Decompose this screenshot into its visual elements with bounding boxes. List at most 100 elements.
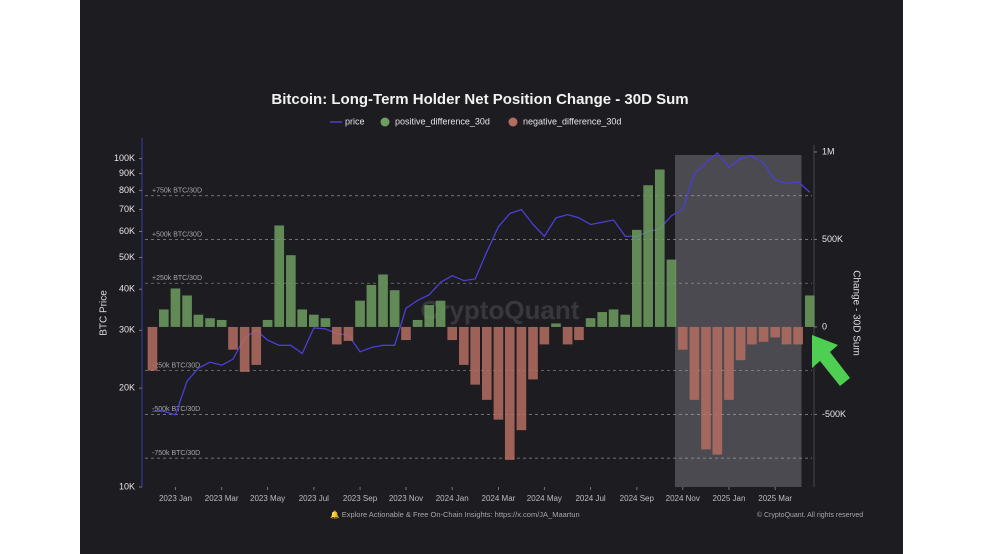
legend-marker: [380, 117, 390, 127]
bar: [205, 318, 215, 327]
bar: [574, 326, 584, 341]
bar: [528, 326, 538, 380]
reference-label: +500k BTC/30D: [152, 231, 202, 238]
bar: [631, 229, 642, 327]
y2-axis-title: Change - 30D Sum: [850, 270, 861, 356]
x-tick-label: 2023 Nov: [389, 494, 423, 503]
x-tick-label: 2024 Sep: [620, 494, 655, 503]
bar: [770, 326, 781, 338]
bar: [389, 290, 400, 327]
reference-label: -500k BTC/30D: [152, 406, 200, 413]
bar: [297, 309, 308, 327]
bar: [724, 326, 734, 400]
x-tick-label: 2024 May: [527, 494, 562, 503]
bar: [286, 255, 296, 327]
bar: [597, 312, 608, 327]
x-tick-label: 2025 Mar: [758, 494, 792, 503]
arrow: [812, 335, 850, 386]
reference-label: +250k BTC/30D: [152, 275, 202, 282]
reference-label: +750k BTC/30D: [152, 188, 202, 195]
bar: [401, 326, 411, 341]
footer-link: 🔔 Explore Actionable & Free On-Chain Ins…: [330, 510, 579, 519]
legend-marker: [508, 117, 518, 127]
bar: [712, 326, 723, 455]
legend-label: positive_difference_30d: [395, 116, 490, 126]
x-tick-label: 2024 Nov: [666, 494, 700, 503]
y-tick-label: 10K: [119, 481, 135, 491]
legend-label: price: [345, 116, 365, 126]
x-tick-label: 2024 Mar: [482, 494, 516, 503]
bar: [435, 300, 446, 327]
bar: [677, 326, 688, 350]
pointer-arrow: [812, 335, 850, 386]
bar: [216, 319, 227, 327]
plot-under: CryptoQuant +750k BTC/30D +500k BTC/30D +25…: [114, 138, 846, 503]
reference-label: -250k BTC/30D: [152, 363, 200, 370]
y2-tick-label: -500K: [822, 409, 846, 419]
bar: [551, 323, 561, 327]
bar: [470, 326, 481, 385]
bar: [585, 318, 596, 327]
chart-title: Bitcoin: Long-Term Holder Net Position C…: [271, 91, 688, 108]
x-tick-label: 2023 Jul: [299, 494, 329, 503]
bar: [539, 326, 550, 345]
bar: [493, 326, 504, 420]
x-tick-label: 2023 Mar: [205, 494, 239, 503]
bar: [170, 288, 181, 327]
bar: [747, 326, 757, 345]
bar: [378, 274, 388, 327]
bar: [701, 326, 711, 450]
y-tick-label: 100K: [114, 153, 135, 163]
bar: [331, 326, 342, 345]
y-tick-label: 60K: [119, 226, 135, 236]
y2-tick-label: 1M: [822, 146, 835, 156]
bar: [366, 284, 377, 327]
y-tick-label: 50K: [119, 252, 135, 262]
bar: [320, 318, 331, 327]
bar: [182, 295, 192, 327]
bar: [608, 309, 619, 327]
legend-label: negative_difference_30d: [523, 116, 621, 126]
y-tick-label: 80K: [119, 185, 135, 195]
bar: [343, 326, 354, 341]
bar: [228, 326, 238, 350]
bar: [262, 319, 273, 327]
x-tick-label: 2024 Jul: [575, 494, 605, 503]
bar: [516, 326, 527, 431]
y2-tick-label: 500K: [822, 234, 843, 244]
y-tick-label: 70K: [119, 204, 135, 214]
bar: [193, 314, 204, 327]
bar: [147, 326, 158, 371]
bar: [447, 326, 458, 341]
bar: [309, 314, 319, 327]
reference-label: -750k BTC/30D: [152, 450, 200, 457]
price-line: [152, 152, 811, 416]
bar: [158, 309, 169, 327]
bar: [735, 326, 746, 361]
bar: [459, 326, 469, 365]
bar: [758, 326, 769, 342]
bar: [412, 319, 423, 327]
bar: [643, 185, 653, 327]
watermark: CryptoQuant: [421, 295, 580, 325]
x-tick-label: 2025 Jan: [713, 494, 746, 503]
x-tick-label: 2024 Jan: [436, 494, 469, 503]
bar: [274, 225, 285, 327]
y-axis-title: BTC Price: [99, 290, 110, 336]
highlight-region: [675, 155, 802, 487]
x-tick-label: 2023 Jan: [159, 494, 192, 503]
bar: [666, 259, 677, 327]
bar: [654, 169, 665, 327]
y-tick-label: 20K: [119, 383, 135, 393]
bar: [804, 295, 815, 327]
bar: [689, 326, 700, 400]
footer-copyright: © CryptoQuant. All rights reserved: [757, 511, 863, 519]
bar: [562, 326, 573, 345]
y-tick-label: 30K: [119, 325, 135, 335]
bar: [251, 326, 262, 365]
bar: [239, 326, 250, 372]
bar: [781, 326, 792, 345]
y2-tick-label: 0: [822, 321, 827, 331]
bar: [355, 300, 365, 327]
